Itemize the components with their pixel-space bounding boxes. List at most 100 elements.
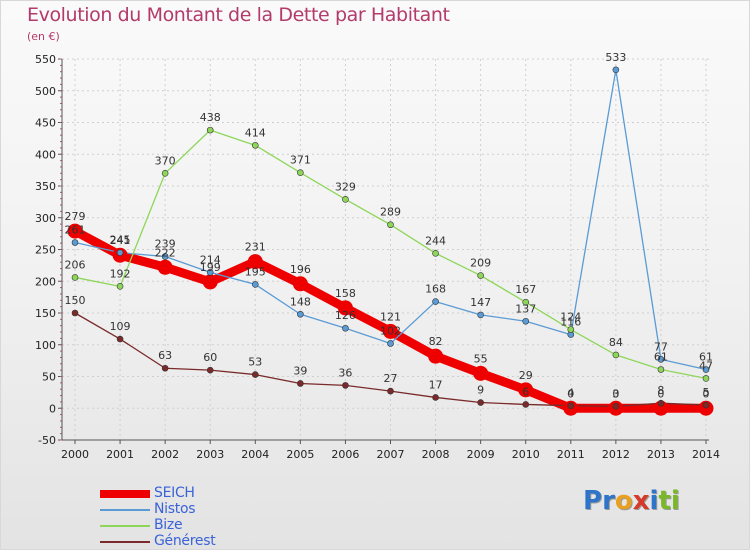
logo-letter: P xyxy=(583,486,603,516)
data-point xyxy=(387,387,394,395)
x-tick-label: 2001 xyxy=(106,448,134,461)
y-tick-label: 200 xyxy=(35,275,56,288)
data-point xyxy=(387,221,394,229)
data-label: 3 xyxy=(612,387,619,400)
data-point xyxy=(657,366,665,373)
y-tick-label: -50 xyxy=(38,434,56,447)
data-point xyxy=(251,281,259,288)
data-label: 60 xyxy=(203,351,217,364)
y-tick-label: 250 xyxy=(35,244,56,257)
data-point xyxy=(567,402,575,410)
data-point xyxy=(337,300,353,316)
data-point xyxy=(428,348,444,364)
chart-subtitle: (en €) xyxy=(27,30,60,43)
data-label: 27 xyxy=(384,372,398,385)
data-label: 199 xyxy=(200,261,221,274)
y-tick-label: 400 xyxy=(35,148,56,161)
data-label: 53 xyxy=(248,356,262,369)
data-point xyxy=(161,364,169,372)
y-tick-label: 550 xyxy=(35,53,56,66)
data-point xyxy=(522,317,530,325)
data-label: 0 xyxy=(612,387,619,400)
logo-letter: r xyxy=(602,486,615,516)
data-point xyxy=(206,366,214,374)
proxiti-logo: Proxiti xyxy=(583,486,680,516)
data-point xyxy=(657,356,665,363)
data-point xyxy=(247,254,263,270)
data-label: 61 xyxy=(654,351,668,364)
data-point xyxy=(522,298,530,306)
data-label: 0 xyxy=(703,387,710,400)
legend-label: Générest xyxy=(154,533,216,549)
data-label: 370 xyxy=(155,154,176,167)
data-point xyxy=(202,274,218,290)
x-tick-label: 2006 xyxy=(331,448,359,461)
data-point xyxy=(477,272,484,279)
data-label: 241 xyxy=(110,234,131,247)
x-tick-label: 2009 xyxy=(467,448,495,461)
legend-item: Nistos xyxy=(100,501,300,518)
legend-item: Générest xyxy=(100,533,300,550)
logo-letter: x xyxy=(632,486,650,516)
data-label: 148 xyxy=(290,295,311,308)
data-label: 39 xyxy=(293,364,307,377)
data-label: 195 xyxy=(245,265,266,278)
data-label: 261 xyxy=(65,224,86,237)
data-point xyxy=(702,375,710,382)
data-point xyxy=(71,274,79,281)
x-tick-label: 2007 xyxy=(377,448,405,461)
data-point xyxy=(116,283,124,290)
data-label: 61 xyxy=(699,351,713,364)
data-point xyxy=(157,259,173,275)
x-tick-label: 2013 xyxy=(647,448,675,461)
data-point xyxy=(297,169,304,176)
data-label: 533 xyxy=(605,51,626,64)
data-label: 192 xyxy=(110,267,131,280)
data-label: 168 xyxy=(425,283,446,296)
data-label: 8 xyxy=(657,384,664,397)
data-point xyxy=(206,269,214,276)
data-point xyxy=(522,401,530,408)
data-label: 222 xyxy=(155,246,176,259)
data-point xyxy=(567,326,575,333)
data-label: 0 xyxy=(657,387,664,400)
x-tick-label: 2012 xyxy=(602,448,630,461)
data-point xyxy=(653,400,669,416)
data-point xyxy=(432,394,439,401)
data-label: 47 xyxy=(699,359,713,372)
data-label: 414 xyxy=(245,126,266,139)
data-label: 121 xyxy=(380,310,401,323)
data-label: 329 xyxy=(335,180,356,193)
x-tick-label: 2011 xyxy=(557,448,585,461)
data-label: 6 xyxy=(522,385,529,398)
y-tick-label: 50 xyxy=(42,371,56,384)
data-point xyxy=(292,276,308,292)
chart-legend: SEICH Nistos Bize Générest xyxy=(100,485,300,550)
data-label: 206 xyxy=(65,258,86,271)
data-label: 438 xyxy=(200,111,221,124)
data-label: 36 xyxy=(338,366,352,379)
data-point xyxy=(383,323,398,339)
data-label: 147 xyxy=(470,296,491,309)
data-label: 126 xyxy=(335,309,356,322)
data-point xyxy=(251,371,259,378)
data-point xyxy=(473,365,489,381)
data-label: 9 xyxy=(477,384,484,397)
data-point xyxy=(702,366,710,373)
data-point xyxy=(116,335,124,343)
data-point xyxy=(477,399,484,406)
legend-label: Bize xyxy=(154,517,183,533)
data-label: 5 xyxy=(703,386,710,399)
data-point xyxy=(161,253,169,260)
data-label: 17 xyxy=(429,378,443,391)
y-tick-label: 300 xyxy=(35,212,56,225)
data-label: 167 xyxy=(515,283,536,296)
legend-item: Bize xyxy=(100,517,300,534)
data-label: 289 xyxy=(380,206,401,219)
data-point xyxy=(71,239,79,246)
data-point xyxy=(251,142,259,149)
data-label: 4 xyxy=(567,387,574,400)
data-label: 371 xyxy=(290,154,311,167)
data-label: 279 xyxy=(65,210,86,223)
